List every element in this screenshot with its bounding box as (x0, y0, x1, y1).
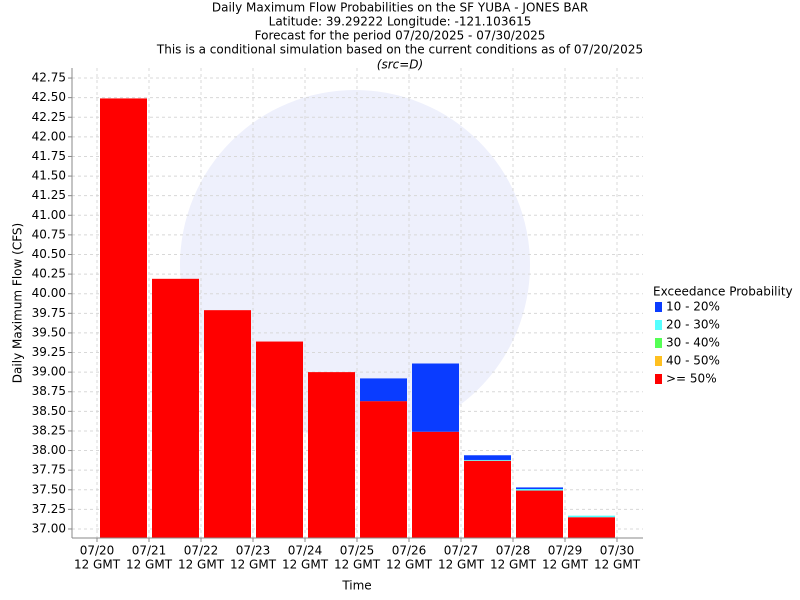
x-tick-label: 12 GMT (126, 558, 173, 572)
x-tick-label: 12 GMT (594, 558, 641, 572)
legend-swatch (655, 302, 662, 312)
bar-segment (100, 98, 147, 538)
bar-segment (516, 487, 563, 489)
x-tick-label: 07/25 (340, 544, 375, 558)
y-tick-label: 37.00 (32, 521, 66, 535)
x-tick-label: 07/22 (184, 544, 219, 558)
bar-segment (516, 488, 563, 491)
x-tick-label: 07/23 (236, 544, 271, 558)
y-axis-label: Daily Maximum Flow (CFS) (11, 223, 25, 383)
subtitle: Latitude: 39.29222 Longitude: -121.10361… (269, 15, 532, 29)
bar-segment (412, 431, 459, 538)
legend-title: Exceedance Probability (653, 285, 793, 299)
chart-title: Daily Maximum Flow Probabilities on the … (212, 1, 588, 15)
y-tick-label: 37.50 (32, 482, 66, 496)
y-tick-label: 40.25 (32, 267, 66, 281)
y-tick-label: 42.50 (32, 90, 66, 104)
x-tick-label: 12 GMT (282, 558, 329, 572)
bar-segment (360, 378, 407, 402)
y-tick-label: 39.75 (32, 306, 66, 320)
y-tick-label: 42.00 (32, 129, 66, 143)
x-tick-label: 07/21 (132, 544, 167, 558)
x-tick-label: 12 GMT (74, 558, 121, 572)
legend-label: 10 - 20% (666, 300, 720, 314)
x-tick-label: 12 GMT (490, 558, 537, 572)
y-tick-label: 38.75 (32, 384, 66, 398)
subtitle: (src=D) (377, 58, 423, 72)
bar-segment (464, 460, 511, 538)
y-tick-label: 40.00 (32, 286, 66, 300)
x-axis-label: Time (341, 579, 371, 593)
x-tick-label: 07/20 (80, 544, 115, 558)
y-tick-label: 39.00 (32, 365, 66, 379)
y-tick-label: 42.75 (32, 71, 66, 85)
x-tick-label: 12 GMT (386, 558, 433, 572)
y-tick-label: 39.25 (32, 345, 66, 359)
x-tick-label: 12 GMT (334, 558, 381, 572)
bar-segment (568, 517, 615, 538)
x-tick-label: 07/27 (444, 544, 479, 558)
y-tick-label: 40.75 (32, 227, 66, 241)
legend-swatch (655, 338, 662, 348)
legend-label: 20 - 30% (666, 318, 720, 332)
legend-swatch (655, 320, 662, 330)
x-tick-label: 07/30 (600, 544, 635, 558)
bar-segment (308, 372, 355, 538)
x-tick-label: 12 GMT (178, 558, 225, 572)
x-tick-label: 07/24 (288, 544, 323, 558)
bar-segment (464, 459, 511, 461)
y-tick-label: 41.00 (32, 208, 66, 222)
x-tick-label: 07/28 (496, 544, 531, 558)
x-tick-label: 12 GMT (230, 558, 277, 572)
legend-swatch (655, 356, 662, 366)
y-tick-label: 41.50 (32, 169, 66, 183)
y-tick-label: 37.75 (32, 463, 66, 477)
subtitle: Forecast for the period 07/20/2025 - 07/… (255, 29, 546, 43)
bar-segment (152, 278, 199, 538)
bar-segment (464, 455, 511, 460)
subtitle: This is a conditional simulation based o… (156, 43, 643, 57)
y-tick-label: 42.25 (32, 110, 66, 124)
x-tick-label: 07/26 (392, 544, 427, 558)
bar-segment (204, 310, 251, 538)
y-tick-label: 40.50 (32, 247, 66, 261)
bar-segment (256, 341, 303, 538)
y-tick-label: 38.25 (32, 423, 66, 437)
legend-label: >= 50% (666, 372, 717, 386)
y-tick-label: 38.50 (32, 404, 66, 418)
y-tick-label: 37.25 (32, 502, 66, 516)
bar-segment (568, 515, 615, 518)
bar-segment (360, 401, 407, 538)
x-tick-label: 07/29 (548, 544, 583, 558)
legend-label: 30 - 40% (666, 336, 720, 350)
x-tick-label: 12 GMT (542, 558, 589, 572)
y-tick-label: 38.00 (32, 443, 66, 457)
bar-segment (412, 363, 459, 432)
y-tick-label: 39.50 (32, 325, 66, 339)
bar-segment (516, 490, 563, 538)
y-tick-label: 41.75 (32, 149, 66, 163)
legend-label: 40 - 50% (666, 354, 720, 368)
legend-swatch (655, 374, 662, 384)
y-tick-label: 41.25 (32, 188, 66, 202)
x-tick-label: 12 GMT (438, 558, 485, 572)
